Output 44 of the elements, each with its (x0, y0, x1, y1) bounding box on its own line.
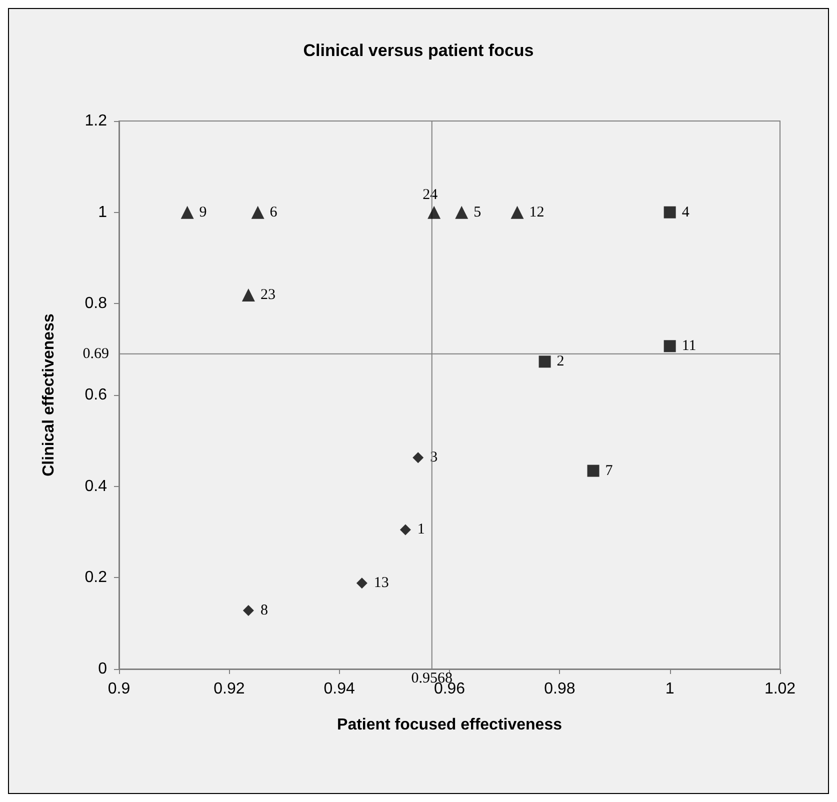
annotation: 24 (422, 186, 438, 203)
y-tick-label: 0.8 (84, 295, 108, 312)
y-tick-label: 0.6 (84, 386, 108, 404)
annotation: 6 (270, 204, 278, 220)
annotation: 12 (529, 204, 544, 220)
annotation: 5 (474, 204, 482, 220)
point (455, 206, 468, 219)
point (510, 206, 524, 219)
point (400, 524, 411, 536)
ref-line-label: 0.69 (82, 346, 109, 362)
y-tick-label: 1 (98, 204, 108, 221)
annotation: 2 (556, 354, 564, 370)
annotation: 23 (260, 286, 276, 303)
y-axis-title: Clinical effectiveness (40, 314, 58, 476)
x-tick-label: 0.98 (544, 680, 576, 698)
point (251, 206, 264, 219)
x-tick-label: 1.02 (764, 680, 796, 698)
annotation: 13 (374, 575, 389, 592)
y-tick-label: 0 (98, 660, 108, 678)
annotation: 11 (682, 338, 696, 354)
point (356, 578, 368, 589)
point (587, 464, 600, 477)
point (664, 206, 676, 218)
annotation: 1 (417, 522, 425, 538)
y-tick-label: 0.4 (84, 478, 108, 495)
point (664, 340, 676, 352)
x-tick-label: 0.94 (324, 680, 356, 698)
chart-title: Clinical versus patient focus (303, 41, 534, 60)
x-axis-title: Patient focused effectiveness (337, 716, 562, 734)
point (428, 206, 441, 219)
annotation: 8 (260, 602, 268, 619)
annotation: 4 (682, 204, 690, 220)
point (538, 356, 551, 368)
y-tick-label: 1.2 (84, 112, 108, 130)
point (242, 288, 255, 302)
x-tick-label: 0.92 (214, 680, 245, 698)
x-tick-label: 1 (665, 680, 674, 698)
point (242, 605, 254, 616)
y-tick-label: 0.2 (84, 569, 108, 586)
point (412, 452, 424, 464)
point (180, 206, 194, 219)
x-tick-label: 0.9 (108, 680, 130, 698)
annotation: 7 (605, 462, 614, 479)
annotation: 9 (199, 204, 207, 220)
